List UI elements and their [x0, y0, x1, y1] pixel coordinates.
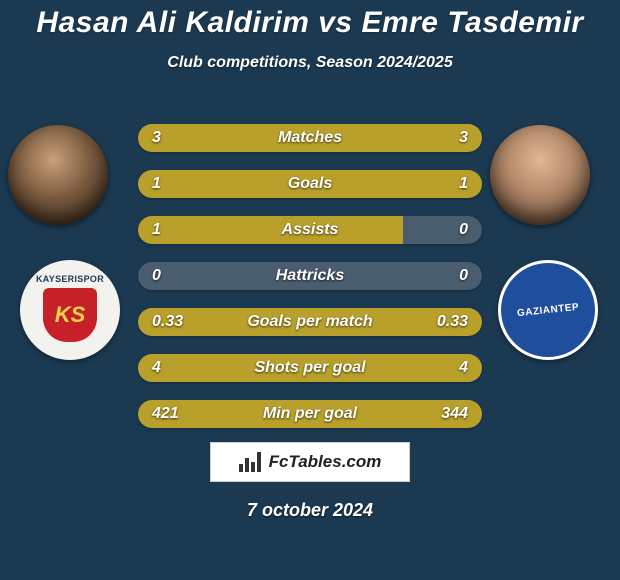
page-title: Hasan Ali Kaldirim vs Emre Tasdemir	[0, 0, 620, 40]
stat-value-left: 1	[138, 175, 161, 193]
stat-value-left: 421	[138, 405, 179, 423]
brand-text: FcTables.com	[269, 452, 382, 472]
stat-label: Assists	[161, 221, 459, 239]
player2-avatar	[490, 125, 590, 225]
comparison-card: Hasan Ali Kaldirim vs Emre Tasdemir Club…	[0, 0, 620, 580]
stat-value-right: 0.33	[437, 313, 482, 331]
stat-value-left: 0	[138, 267, 161, 285]
stat-label: Min per goal	[179, 405, 442, 423]
stat-value-right: 0	[459, 221, 482, 239]
stat-label: Hattricks	[161, 267, 459, 285]
club2-logo-inner: GAZIANTEP	[498, 260, 598, 360]
player2-name: Emre Tasdemir	[361, 6, 583, 39]
stat-value-right: 344	[441, 405, 482, 423]
vs-separator: vs	[318, 6, 352, 39]
stat-row: 0Hattricks0	[138, 262, 482, 290]
club1-label-top: KAYSERISPOR	[36, 274, 104, 284]
stat-value-left: 1	[138, 221, 161, 239]
subtitle: Club competitions, Season 2024/2025	[0, 54, 620, 72]
stat-row: 421Min per goal344	[138, 400, 482, 428]
club1-logo-inner: KAYSERISPOR KS	[28, 268, 112, 352]
stat-row: 3Matches3	[138, 124, 482, 152]
stat-row: 0.33Goals per match0.33	[138, 308, 482, 336]
stat-label: Shots per goal	[161, 359, 459, 377]
stat-label: Goals	[161, 175, 459, 193]
stat-value-right: 3	[459, 129, 482, 147]
player1-avatar	[8, 125, 108, 225]
chart-icon	[239, 452, 263, 472]
club1-shield: KS	[43, 288, 97, 342]
club1-text: KS	[55, 302, 86, 328]
stat-value-left: 0.33	[138, 313, 183, 331]
stat-value-left: 4	[138, 359, 161, 377]
club1-logo: KAYSERISPOR KS	[20, 260, 120, 360]
stat-value-right: 0	[459, 267, 482, 285]
stat-value-right: 4	[459, 359, 482, 377]
stat-row: 1Goals1	[138, 170, 482, 198]
stat-value-right: 1	[459, 175, 482, 193]
stat-row: 4Shots per goal4	[138, 354, 482, 382]
stats-container: 3Matches31Goals11Assists00Hattricks00.33…	[138, 124, 482, 446]
stat-value-left: 3	[138, 129, 161, 147]
brand-badge[interactable]: FcTables.com	[210, 442, 410, 482]
player1-name: Hasan Ali Kaldirim	[36, 6, 309, 39]
stat-label: Goals per match	[183, 313, 437, 331]
footer-date: 7 october 2024	[0, 500, 620, 521]
club2-text: GAZIANTEP	[516, 301, 579, 318]
stat-row: 1Assists0	[138, 216, 482, 244]
club2-logo: GAZIANTEP	[498, 260, 598, 360]
stat-label: Matches	[161, 129, 459, 147]
